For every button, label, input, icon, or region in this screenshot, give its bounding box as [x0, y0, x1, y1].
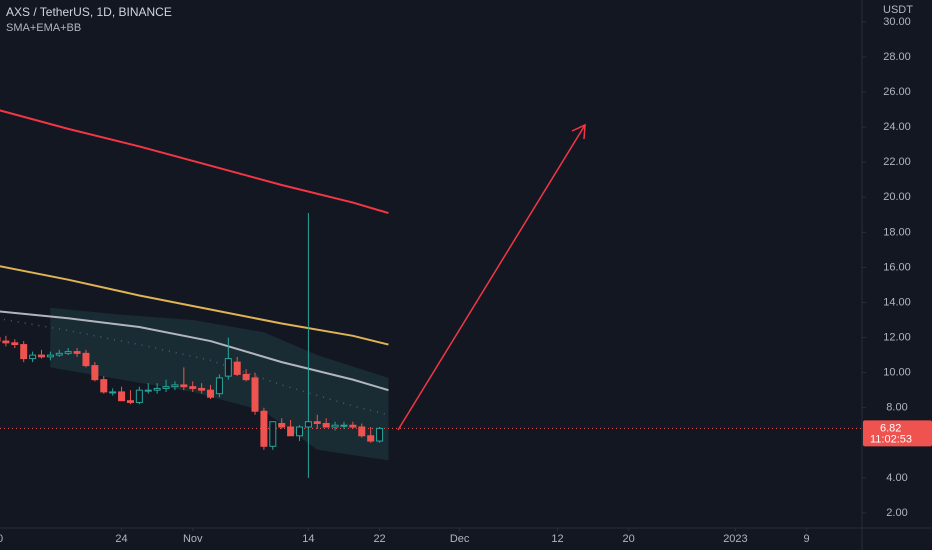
x-tick-label: 9 [804, 533, 810, 545]
candle-body [46, 354, 54, 358]
candle-body [242, 373, 250, 381]
candle-body [313, 421, 321, 424]
candle-body [29, 354, 37, 360]
candle-body [135, 389, 143, 403]
candle-body [171, 384, 179, 388]
x-tick-label: 14 [302, 533, 314, 545]
candle-body [100, 379, 108, 393]
indicator-line [0, 109, 389, 215]
chart-title: AXS / TetherUS, 1D, BINANCE [6, 5, 172, 19]
x-tick-label: 20 [623, 533, 635, 545]
candle-body [376, 427, 384, 442]
y-tick-label: 14.00 [883, 296, 911, 308]
candle-body [82, 352, 90, 367]
x-tick-label: Dec [450, 533, 470, 545]
candle-body [162, 386, 170, 389]
candle-body [304, 421, 312, 428]
candle-body [37, 354, 45, 358]
x-tick-label: 2023 [723, 533, 747, 545]
candle-body [224, 358, 232, 377]
y-tick-label: 10.00 [883, 367, 911, 379]
candle-body [55, 352, 63, 356]
candle-body [251, 377, 259, 412]
candle-body [189, 386, 197, 389]
indicator-line [0, 310, 389, 392]
candle-body [91, 365, 99, 381]
candle-body [126, 400, 134, 403]
candle-body [349, 424, 357, 428]
y-tick-label: 22.00 [883, 156, 911, 168]
candle-body [278, 422, 286, 428]
arrow-head [571, 123, 586, 140]
indicator-line [0, 318, 389, 416]
x-tick-label: Nov [183, 533, 203, 545]
candle-body [109, 391, 117, 394]
x-tick-label: 22 [373, 533, 385, 545]
candle-body [153, 387, 161, 391]
candle-body [198, 387, 206, 391]
candle-body [64, 351, 72, 354]
y-tick-label: 8.00 [886, 402, 907, 414]
candle-body [340, 424, 348, 427]
arrow-line [397, 124, 586, 431]
x-tick-label: 10 [0, 533, 3, 545]
candle-body [73, 351, 81, 354]
candle-body [260, 410, 268, 447]
y-tick-label: 28.00 [883, 51, 911, 63]
candle-body [215, 377, 223, 395]
plot-area [0, 109, 862, 478]
x-tick-label: 24 [115, 533, 127, 545]
last-price-label: 6.82 [880, 422, 901, 434]
last-price-box [863, 420, 932, 447]
indicators-label: SMA+EMA+BB [6, 22, 81, 34]
candle-body [180, 384, 188, 388]
y-tick-label: 16.00 [883, 261, 911, 273]
candle-body [358, 426, 366, 437]
indicator-line [0, 265, 389, 346]
candle-body [11, 342, 19, 346]
y-tick-label: 4.00 [886, 472, 907, 484]
candle-body [233, 361, 241, 375]
y-tick-label: 20.00 [883, 191, 911, 203]
candle-body [322, 422, 330, 428]
candle-body [20, 344, 28, 360]
y-tick-label: 2.00 [886, 507, 907, 519]
countdown-label: 11:02:53 [870, 433, 912, 445]
candle-body [331, 424, 339, 428]
x-tick-label: 12 [551, 533, 563, 545]
candle-body [2, 340, 10, 344]
candle-body [269, 421, 277, 447]
candle-body [118, 391, 126, 402]
y-tick-label: 12.00 [883, 331, 911, 343]
y-tick-label: 24.00 [883, 121, 911, 133]
candle-body [295, 426, 303, 437]
candle-body [207, 389, 215, 398]
y-tick-label: 18.00 [883, 226, 911, 238]
currency-label: USDT [883, 4, 913, 16]
y-tick-label: 30.00 [883, 16, 911, 28]
candle-body [367, 435, 375, 442]
candle-body [287, 426, 295, 437]
candle-body [144, 389, 152, 392]
y-tick-label: 26.00 [883, 86, 911, 98]
